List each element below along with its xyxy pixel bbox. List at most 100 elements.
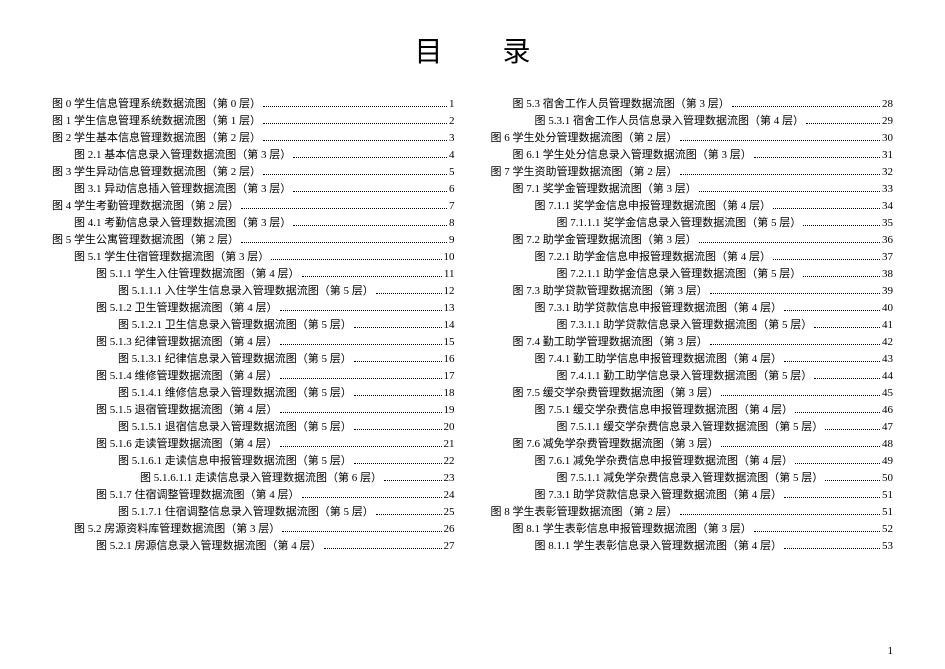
toc-entry-label: 图 7.5.1 缓交学杂费信息申报管理数据流图（第 4 层） — [535, 402, 794, 419]
toc-page: 目录 图 0 学生信息管理系统数据流图（第 0 层）1图 1 学生信息管理系统数… — [0, 0, 945, 565]
toc-entry-label: 图 3 学生异动信息管理数据流图（第 2 层） — [52, 164, 261, 181]
toc-entry: 图 5.2 房源资料库管理数据流图（第 3 层） 26 — [52, 521, 455, 538]
toc-entry-label: 图 6.1 学生处分信息录入管理数据流图（第 3 层） — [513, 147, 752, 164]
toc-entry: 图 6.1 学生处分信息录入管理数据流图（第 3 层）31 — [491, 147, 894, 164]
toc-entry-page: 25 — [444, 504, 455, 521]
toc-leader-dots — [773, 259, 880, 260]
toc-leader-dots — [754, 157, 880, 158]
toc-leader-dots — [825, 429, 880, 430]
toc-entry-page: 26 — [444, 521, 455, 538]
toc-entry: 图 7.6 减免学杂费管理数据流图（第 3 层）48 — [491, 436, 894, 453]
toc-leader-dots — [263, 106, 447, 107]
toc-entry-label: 图 8 学生表彰管理数据流图（第 2 层） — [491, 504, 678, 521]
toc-entry-page: 51 — [882, 504, 893, 521]
toc-leader-dots — [795, 412, 880, 413]
toc-entry-page: 11 — [444, 266, 455, 283]
toc-entry-page: 13 — [444, 300, 455, 317]
toc-leader-dots — [699, 242, 880, 243]
toc-entry: 图 3.1 异动信息插入管理数据流图（第 3 层）6 — [52, 181, 455, 198]
toc-entry-page: 39 — [882, 283, 893, 300]
toc-leader-dots — [710, 293, 880, 294]
toc-leader-dots — [699, 191, 880, 192]
toc-leader-dots — [754, 531, 880, 532]
toc-entry-page: 27 — [444, 538, 455, 555]
toc-entry-page: 40 — [882, 300, 893, 317]
toc-entry: 图 7.5 缓交学杂费管理数据流图（第 3 层）45 — [491, 385, 894, 402]
toc-entry-page: 23 — [444, 470, 455, 487]
page-title: 目录 — [52, 30, 893, 70]
toc-entry-label: 图 5.1.1 学生入住管理数据流图（第 4 层） — [96, 266, 300, 283]
toc-entry-label: 图 5.1 学生住宿管理数据流图（第 3 层） — [74, 249, 269, 266]
toc-entry-page: 18 — [444, 385, 455, 402]
toc-entry: 图 7.3.1 助学贷款信息录入管理数据流图（第 4 层）51 — [491, 487, 894, 504]
toc-entry: 图 4.1 考勤信息录入管理数据流图（第 3 层）8 — [52, 215, 455, 232]
toc-leader-dots — [354, 395, 442, 396]
toc-entry-page: 50 — [882, 470, 893, 487]
toc-entry-page: 44 — [882, 368, 893, 385]
toc-entry-label: 图 5.3.1 宿舍工作人员信息录入管理数据流图（第 4 层） — [535, 113, 805, 130]
toc-entry: 图 5.1.5.1 退宿信息录入管理数据流图（第 5 层）20 — [52, 419, 455, 436]
toc-entry-label: 图 7.4.1 勤工助学信息申报管理数据流图（第 4 层） — [535, 351, 783, 368]
toc-entry-page: 29 — [882, 113, 893, 130]
toc-entry-label: 图 5.1.2 卫生管理数据流图（第 4 层） — [96, 300, 278, 317]
toc-leader-dots — [795, 463, 880, 464]
toc-leader-dots — [282, 531, 441, 532]
toc-entry-page: 8 — [449, 215, 455, 232]
toc-entry-page: 32 — [882, 164, 893, 181]
toc-entry: 图 5.1.2 卫生管理数据流图（第 4 层） 13 — [52, 300, 455, 317]
toc-entry-page: 46 — [882, 402, 893, 419]
toc-entry: 图 7.4 勤工助学管理数据流图（第 3 层）42 — [491, 334, 894, 351]
toc-leader-dots — [241, 208, 447, 209]
toc-entry: 图 8.1.1 学生表彰信息录入管理数据流图（第 4 层） 53 — [491, 538, 894, 555]
toc-entry-page: 51 — [882, 487, 893, 504]
toc-entry: 图 5.1.7 住宿调整管理数据流图（第 4 层）24 — [52, 487, 455, 504]
toc-leader-dots — [806, 123, 880, 124]
toc-leader-dots — [680, 174, 881, 175]
toc-entry: 图 5.1.2.1 卫生信息录入管理数据流图（第 5 层）14 — [52, 317, 455, 334]
toc-leader-dots — [293, 157, 447, 158]
toc-entry-page: 22 — [444, 453, 455, 470]
toc-leader-dots — [302, 497, 442, 498]
toc-entry-page: 16 — [444, 351, 455, 368]
toc-leader-dots — [376, 293, 442, 294]
toc-entry: 图 7.3.1 助学贷款信息申报管理数据流图（第 4 层）40 — [491, 300, 894, 317]
toc-entry: 图 7.2 助学金管理数据流图（第 3 层）36 — [491, 232, 894, 249]
toc-entry: 图 5.1.1 学生入住管理数据流图（第 4 层） 11 — [52, 266, 455, 283]
toc-leader-dots — [324, 548, 442, 549]
toc-entry: 图 6 学生处分管理数据流图（第 2 层）30 — [491, 130, 894, 147]
toc-entry-page: 19 — [444, 402, 455, 419]
toc-leader-dots — [376, 514, 442, 515]
toc-leader-dots — [280, 310, 442, 311]
toc-entry: 图 5.1.6 走读管理数据流图（第 4 层）21 — [52, 436, 455, 453]
toc-entry-label: 图 7.5 缓交学杂费管理数据流图（第 3 层） — [513, 385, 719, 402]
toc-entry: 图 7.3.1.1 助学贷款信息录入管理数据流图（第 5 层）41 — [491, 317, 894, 334]
toc-entry: 图 5.1.7.1 住宿调整信息录入管理数据流图（第 5 层）25 — [52, 504, 455, 521]
toc-leader-dots — [732, 106, 880, 107]
toc-entry-label: 图 7.6.1 减免学杂费信息申报管理数据流图（第 4 层） — [535, 453, 794, 470]
toc-entry-page: 2 — [449, 113, 455, 130]
toc-entry-label: 图 7.2 助学金管理数据流图（第 3 层） — [513, 232, 697, 249]
toc-leader-dots — [263, 123, 447, 124]
toc-entry-page: 38 — [882, 266, 893, 283]
toc-entry: 图 4 学生考勤管理数据流图（第 2 层）7 — [52, 198, 455, 215]
toc-entry-label: 图 5.1.5.1 退宿信息录入管理数据流图（第 5 层） — [118, 419, 352, 436]
toc-entry: 图 5.1.6.1.1 走读信息录入管理数据流图（第 6 层）23 — [52, 470, 455, 487]
toc-entry-label: 图 8.1.1 学生表彰信息录入管理数据流图（第 4 层） — [535, 538, 783, 555]
toc-entry: 图 5.1.3.1 纪律信息录入管理数据流图（第 5 层）16 — [52, 351, 455, 368]
toc-leader-dots — [263, 174, 447, 175]
toc-entry: 图 7.2.1 助学金信息申报管理数据流图（第 4 层）37 — [491, 249, 894, 266]
toc-leader-dots — [280, 378, 442, 379]
toc-entry: 图 7.3 助学贷款管理数据流图（第 3 层）39 — [491, 283, 894, 300]
toc-entry-label: 图 5.1.6 走读管理数据流图（第 4 层） — [96, 436, 278, 453]
toc-entry: 图 7.5.1.1 缓交学杂费信息录入管理数据流图（第 5 层）47 — [491, 419, 894, 436]
toc-entry: 图 2.1 基本信息录入管理数据流图（第 3 层）4 — [52, 147, 455, 164]
toc-leader-dots — [354, 463, 442, 464]
toc-entry-label: 图 5.2 房源资料库管理数据流图（第 3 层） — [74, 521, 280, 538]
toc-entry: 图 7.4.1.1 勤工助学信息录入管理数据流图（第 5 层）44 — [491, 368, 894, 385]
toc-entry: 图 0 学生信息管理系统数据流图（第 0 层）1 — [52, 96, 455, 113]
toc-entry-page: 30 — [882, 130, 893, 147]
toc-entry-page: 53 — [882, 538, 893, 555]
toc-leader-dots — [241, 242, 447, 243]
toc-entry: 图 2 学生基本信息管理数据流图（第 2 层）3 — [52, 130, 455, 147]
toc-leader-dots — [302, 276, 442, 277]
